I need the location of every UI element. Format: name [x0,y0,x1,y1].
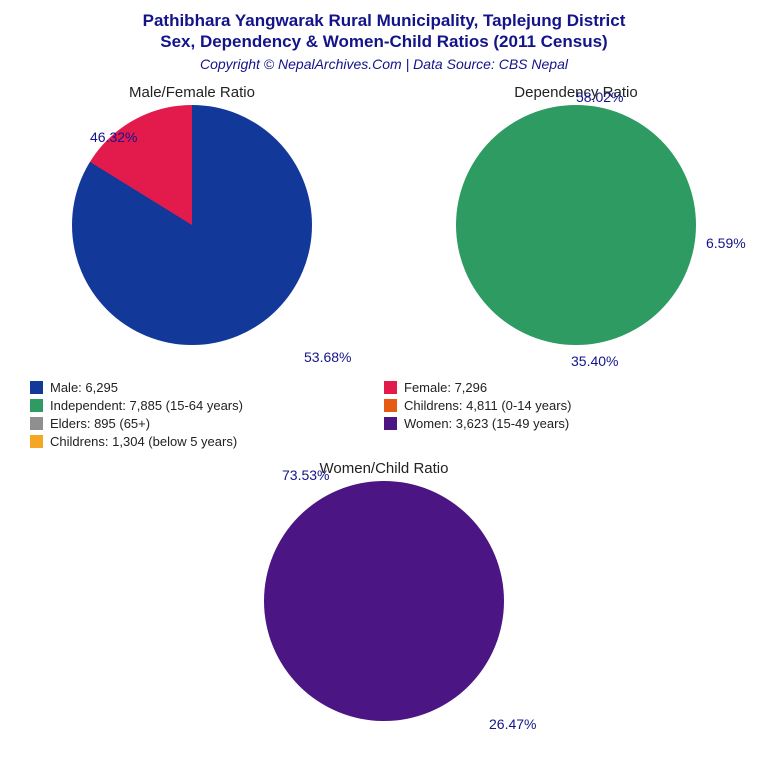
legend-text: Childrens: 1,304 (below 5 years) [50,434,237,449]
swatch-icon [30,399,43,412]
legend-text: Childrens: 4,811 (0-14 years) [404,398,571,413]
sex-pct-male: 46.32% [90,129,137,145]
legend-item: Childrens: 1,304 (below 5 years) [30,434,384,449]
swatch-icon [30,381,43,394]
legend-item: Childrens: 4,811 (0-14 years) [384,398,738,413]
top-chart-row: Male/Female Ratio 46.32% 53.68% Dependen… [0,84,768,374]
sex-pie-wrap: 46.32% 53.68% [72,105,312,345]
legend-item: Independent: 7,885 (15-64 years) [30,398,384,413]
dep-pie-wrap: 58.02% 6.59% 35.40% [456,105,696,345]
sex-pct-female: 53.68% [304,349,351,365]
dep-pct-independent: 58.02% [576,89,623,105]
sex-ratio-chart: Male/Female Ratio 46.32% 53.68% [12,84,372,374]
legend: Male: 6,295 Female: 7,296 Independent: 7… [0,374,768,452]
title-block: Pathibhara Yangwarak Rural Municipality,… [0,0,768,72]
legend-text: Women: 3,623 (15-49 years) [404,416,569,431]
swatch-icon [30,435,43,448]
wc-chart-title: Women/Child Ratio [204,460,564,477]
main-title-line2: Sex, Dependency & Women-Child Ratios (20… [0,31,768,52]
swatch-icon [30,417,43,430]
sex-chart-title: Male/Female Ratio [12,84,372,101]
wc-pie [264,481,504,721]
bottom-chart-row: Women/Child Ratio 73.53% 26.47% [0,460,768,750]
legend-item: Women: 3,623 (15-49 years) [384,416,738,431]
swatch-icon [384,417,397,430]
dep-pct-elders: 6.59% [706,235,746,251]
women-child-ratio-chart: Women/Child Ratio 73.53% 26.47% [204,460,564,750]
subtitle: Copyright © NepalArchives.Com | Data Sou… [0,56,768,72]
legend-text: Independent: 7,885 (15-64 years) [50,398,243,413]
main-title-line1: Pathibhara Yangwarak Rural Municipality,… [0,10,768,31]
wc-pie-wrap: 73.53% 26.47% [264,481,504,721]
legend-item: Male: 6,295 [30,380,384,395]
legend-item: Female: 7,296 [384,380,738,395]
legend-text: Elders: 895 (65+) [50,416,150,431]
dependency-ratio-chart: Dependency Ratio 58.02% 6.59% 35.40% [396,84,756,374]
legend-text: Female: 7,296 [404,380,487,395]
legend-text: Male: 6,295 [50,380,118,395]
swatch-icon [384,381,397,394]
dep-pct-children: 35.40% [571,353,618,369]
wc-pct-children: 26.47% [489,716,536,732]
dep-pie [456,105,696,345]
swatch-icon [384,399,397,412]
wc-pct-women: 73.53% [282,467,329,483]
legend-item: Elders: 895 (65+) [30,416,384,431]
